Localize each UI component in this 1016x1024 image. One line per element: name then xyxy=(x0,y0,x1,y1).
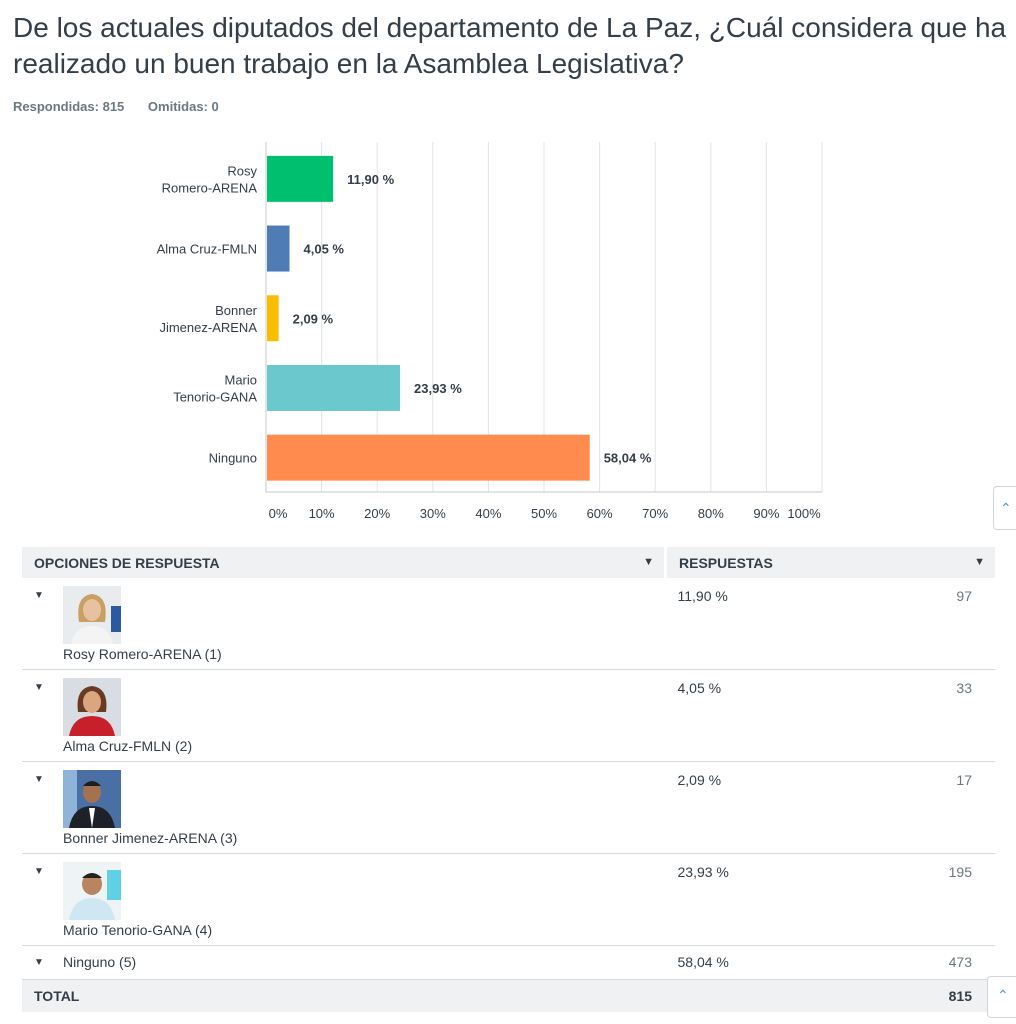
category-label: Mario xyxy=(224,372,257,387)
category-label: Jimenez-ARENA xyxy=(159,320,257,335)
table-row: ▼ Alma Cruz-FMLN (2) 4,05 % 33 xyxy=(22,669,995,762)
expand-caret-icon[interactable]: ▼ xyxy=(34,682,44,693)
category-label: Ninguno xyxy=(209,451,257,466)
side-panel-toggle[interactable]: ⌃ xyxy=(993,486,1016,530)
response-percent: 23,93 % xyxy=(665,853,790,946)
chevron-up-icon: ⌃ xyxy=(997,987,1009,1003)
table-row: ▼ Rosy Romero-ARENA (1) 11,90 % 97 xyxy=(22,578,995,670)
question-title: De los actuales diputados del departamen… xyxy=(13,12,1007,79)
bar-value-label: 23,93 % xyxy=(414,381,462,396)
table-row: ▼ Ninguno (5) 58,04 % 473 xyxy=(22,945,995,980)
answered-label: Respondidas: xyxy=(13,99,99,114)
bar-value-label: 4,05 % xyxy=(304,242,345,257)
skipped-label: Omitidas: xyxy=(147,99,208,114)
table-row: ▼ Mario Tenorio-GANA (4) 23,93 % 195 xyxy=(22,853,995,946)
caret-down-icon[interactable]: ▼ xyxy=(643,556,654,568)
options-column-header[interactable]: OPCIONES DE RESPUESTA ▼ xyxy=(22,547,667,578)
response-percent: 11,90 % xyxy=(665,578,790,670)
response-count: 33 xyxy=(789,669,995,762)
option-cell: ▼ Rosy Romero-ARENA (1) xyxy=(22,578,666,670)
candidate-photo xyxy=(63,770,121,828)
bar xyxy=(267,155,334,202)
response-count: 17 xyxy=(789,761,995,854)
total-label: TOTAL xyxy=(22,979,666,1012)
bar-value-label: 2,09 % xyxy=(293,311,334,326)
x-tick-label: 60% xyxy=(587,506,613,521)
bar xyxy=(267,225,290,272)
options-header-label: OPCIONES DE RESPUESTA xyxy=(34,554,220,571)
option-cell: ▼ Bonner Jimenez-ARENA (3) xyxy=(22,761,666,854)
x-tick-label: 20% xyxy=(364,506,390,521)
response-count: 195 xyxy=(789,853,995,946)
category-label: Tenorio-GANA xyxy=(173,389,257,404)
answered-count: Respondidas: 815 xyxy=(13,99,124,114)
option-cell: ▼ Mario Tenorio-GANA (4) xyxy=(22,853,666,946)
x-tick-label: 70% xyxy=(642,506,668,521)
bar xyxy=(267,295,279,342)
bar-value-label: 11,90 % xyxy=(347,172,394,187)
expand-caret-icon[interactable]: ▼ xyxy=(34,590,44,601)
response-percent: 4,05 % xyxy=(665,669,790,762)
category-label: Romero-ARENA xyxy=(162,180,258,195)
x-tick-label: 10% xyxy=(309,506,335,521)
response-percent: 2,09 % xyxy=(665,761,790,854)
response-count: 97 xyxy=(789,578,995,670)
candidate-photo xyxy=(63,586,121,644)
table-row: ▼ Bonner Jimenez-ARENA (3) 2,09 % 17 xyxy=(22,761,995,854)
x-tick-label: 80% xyxy=(698,506,724,521)
skipped-count: Omitidas: 0 xyxy=(148,99,219,114)
x-tick-label: 100% xyxy=(787,506,821,521)
answered-value: 815 xyxy=(102,99,125,114)
scroll-top-button[interactable]: ⌃ xyxy=(987,976,1016,1018)
expand-caret-icon[interactable]: ▼ xyxy=(34,866,44,877)
bar xyxy=(267,434,590,481)
option-label: Ninguno (5) xyxy=(63,954,137,970)
x-tick-label: 0% xyxy=(269,506,288,521)
category-label: Alma Cruz-FMLN xyxy=(157,242,257,257)
option-label: Rosy Romero-ARENA (1) xyxy=(63,646,222,662)
option-label: Mario Tenorio-GANA (4) xyxy=(63,922,213,938)
response-count: 473 xyxy=(789,945,995,980)
x-tick-label: 50% xyxy=(531,506,557,521)
responses-table: OPCIONES DE RESPUESTA ▼ RESPUESTAS ▼ ▼ R… xyxy=(22,547,995,1012)
chevron-up-icon: ⌃ xyxy=(1000,500,1012,516)
option-cell: ▼ Alma Cruz-FMLN (2) xyxy=(22,669,666,762)
x-tick-label: 90% xyxy=(753,506,779,521)
bar-chart: 0% 10% 20% 30% 40% 50% 60% 70% 80% 90% 100% 11,90 %… xyxy=(157,142,823,521)
bar-value-label: 58,04 % xyxy=(604,451,652,466)
candidate-photo xyxy=(63,862,121,920)
responses-header-label: RESPUESTAS xyxy=(679,554,773,571)
option-cell: ▼ Ninguno (5) xyxy=(22,945,666,980)
responses-column-header[interactable]: RESPUESTAS ▼ xyxy=(665,547,995,578)
bar xyxy=(267,364,401,411)
x-tick-label: 40% xyxy=(475,506,501,521)
total-row: TOTAL 815 xyxy=(22,979,995,1012)
option-label: Alma Cruz-FMLN (2) xyxy=(63,738,193,754)
caret-down-icon[interactable]: ▼ xyxy=(974,556,985,568)
category-label: Bonner xyxy=(215,303,258,318)
expand-caret-icon[interactable]: ▼ xyxy=(34,774,44,785)
option-label: Bonner Jimenez-ARENA (3) xyxy=(63,830,238,846)
category-label: Rosy xyxy=(227,163,257,178)
response-summary: Respondidas: 815 Omitidas: 0 xyxy=(13,99,239,114)
response-percent: 58,04 % xyxy=(665,945,790,980)
candidate-photo xyxy=(63,678,121,736)
x-tick-label: 30% xyxy=(420,506,446,521)
skipped-value: 0 xyxy=(211,99,219,114)
expand-caret-icon[interactable]: ▼ xyxy=(34,957,44,968)
total-value: 815 xyxy=(789,979,995,1012)
